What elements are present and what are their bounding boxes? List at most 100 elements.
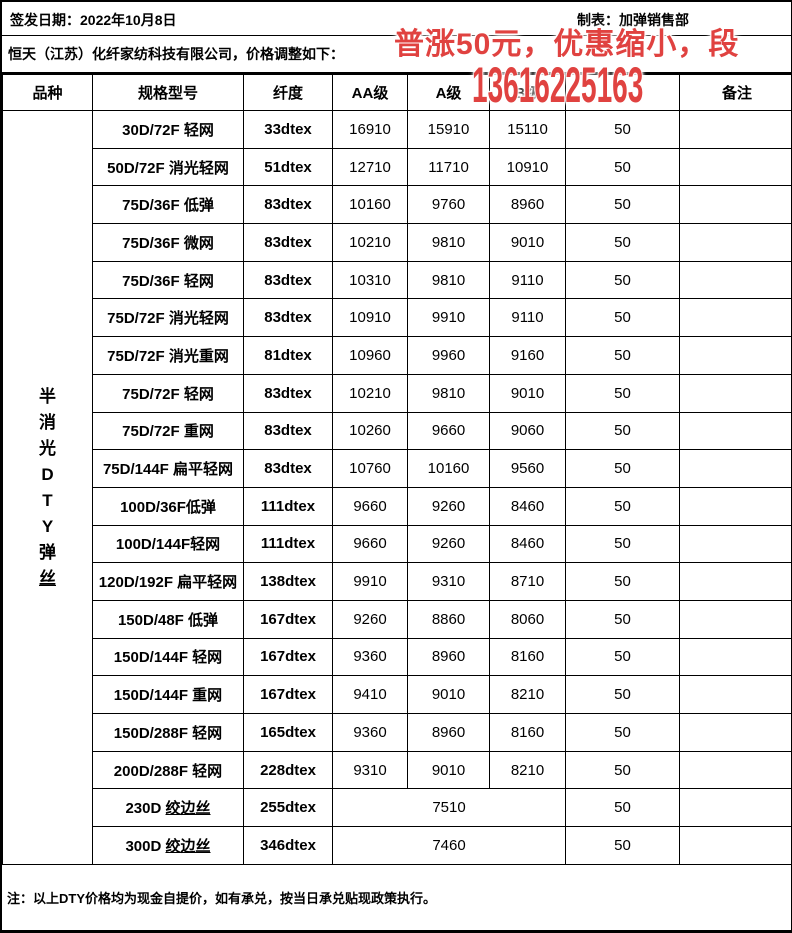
price-aa-cell: 9910 <box>332 562 408 601</box>
price-b-cell: 8210 <box>489 750 566 790</box>
table-row: 半消光 D T Y 弹丝 30D/72F 轻网 33dtex 16910 15910 15110 5… <box>2 110 791 865</box>
adjustment-cell: 50 <box>565 185 680 225</box>
price-aa-cell: 9660 <box>332 524 408 564</box>
price-a-cell: 9260 <box>407 524 490 564</box>
merged-price-cell: 7460 <box>332 826 566 865</box>
category-char: T <box>42 490 53 510</box>
table-body: 半消光 D T Y 弹丝 30D/72F 轻网 33dtex 16910 15910 15110 5… <box>2 110 791 865</box>
price-a-cell: 9010 <box>407 675 490 714</box>
spec-cell: 200D/288F 轻网 <box>92 750 244 790</box>
table-row: 75D/72F 消光轻网 83dtex 10910 9910 9110 50 <box>3 298 791 338</box>
spec-cell: 150D/288F 轻网 <box>92 713 244 752</box>
table-row: 75D/72F 消光重网 81dtex 10960 9960 9160 50 <box>3 336 791 375</box>
issue-date: 签发日期：2022年10月8日 <box>10 12 177 28</box>
table-row: 120D/192F 扁平轻网 138dtex 9910 9310 8710 50 <box>3 562 791 601</box>
price-aa-cell: 16910 <box>332 110 408 149</box>
col-header-category: 品种 <box>2 73 93 111</box>
spec-text-underlined: 绞边丝 <box>165 837 211 855</box>
spec-text: 75D/72F 轻网 <box>122 385 214 403</box>
spec-cell: 50D/72F 消光轻网 <box>92 147 244 187</box>
denier-cell: 83dtex <box>243 411 333 451</box>
price-a-cell: 9910 <box>407 298 490 338</box>
denier-cell: 83dtex <box>243 298 333 338</box>
spec-text: 75D/72F 重网 <box>122 423 214 441</box>
price-aa-cell: 10210 <box>332 223 408 262</box>
spec-text: 200D/288F 轻网 <box>113 762 223 780</box>
table-row: 75D/36F 低弹 83dtex 10160 9760 8960 50 <box>3 185 791 225</box>
category-char: 丝 <box>39 568 56 588</box>
company-line-text: 恒天（江苏）化纤家纺科技有限公司，价格调整如下： <box>8 46 344 62</box>
spec-cell: 300D 绞边丝 <box>92 826 244 865</box>
price-b-cell: 8210 <box>489 675 566 714</box>
col-header-spec: 规格型号 <box>92 73 244 111</box>
remark-cell <box>679 260 791 300</box>
spec-cell: 75D/72F 消光重网 <box>92 336 244 375</box>
spec-text: 150D/144F 重网 <box>113 687 223 705</box>
spec-cell: 100D/144F轻网 <box>92 524 244 564</box>
col-header-grade-b: B级 <box>489 73 566 111</box>
category-char: 消 <box>39 412 56 432</box>
denier-cell: 167dtex <box>243 675 333 714</box>
spec-cell: 75D/72F 消光轻网 <box>92 298 244 338</box>
spec-cell: 150D/144F 重网 <box>92 675 244 714</box>
price-a-cell: 9960 <box>407 336 490 375</box>
spec-text: 50D/72F 消光轻网 <box>107 159 229 177</box>
price-b-cell: 8160 <box>489 713 566 752</box>
price-a-cell: 9310 <box>407 562 490 601</box>
merged-price-cell: 7510 <box>332 788 566 828</box>
category-char: Y <box>41 516 54 536</box>
adjustment-cell: 50 <box>565 675 680 714</box>
spec-text: 100D/144F轻网 <box>115 536 221 554</box>
table-row: 75D/144F 扁平轻网 83dtex 10760 10160 9560 50 <box>3 449 791 488</box>
price-b-cell: 8460 <box>489 524 566 564</box>
table-row: 200D/288F 轻网 228dtex 9310 9010 8210 50 <box>3 750 791 790</box>
spec-cell: 75D/36F 微网 <box>92 223 244 262</box>
remark-cell <box>679 562 791 601</box>
spec-text: 30D/72F 轻网 <box>122 121 214 139</box>
price-aa-cell: 9410 <box>332 675 408 714</box>
price-a-cell: 11710 <box>407 147 490 187</box>
remark-cell <box>679 524 791 564</box>
spec-text: 75D/36F 轻网 <box>122 272 214 290</box>
category-char: D <box>41 464 54 484</box>
price-b-cell: 9110 <box>489 298 566 338</box>
adjustment-cell: 50 <box>565 713 680 752</box>
spec-cell: 230D 绞边丝 <box>92 788 244 828</box>
table-row: 75D/72F 重网 83dtex 10260 9660 9060 50 <box>3 411 791 451</box>
denier-cell: 83dtex <box>243 449 333 488</box>
adjustment-cell: 50 <box>565 223 680 262</box>
adjustment-cell: 50 <box>565 260 680 300</box>
price-aa-cell: 9660 <box>332 486 408 526</box>
spec-text: 120D/192F 扁平轻网 <box>98 574 238 592</box>
denier-cell: 83dtex <box>243 185 333 225</box>
price-aa-cell: 12710 <box>332 147 408 187</box>
spec-text: 75D/72F 消光轻网 <box>107 310 229 328</box>
price-a-cell: 9660 <box>407 411 490 451</box>
price-aa-cell: 9360 <box>332 637 408 677</box>
denier-cell: 165dtex <box>243 713 333 752</box>
spec-text: 150D/288F 轻网 <box>113 724 223 742</box>
price-a-cell: 9010 <box>407 750 490 790</box>
spec-cell: 75D/36F 轻网 <box>92 260 244 300</box>
price-b-cell: 8460 <box>489 486 566 526</box>
table-row: 75D/72F 轻网 83dtex 10210 9810 9010 50 <box>3 373 791 413</box>
price-b-cell: 9010 <box>489 373 566 413</box>
price-aa-cell: 9260 <box>332 599 408 639</box>
spec-cell: 30D/72F 轻网 <box>92 110 244 149</box>
denier-cell: 81dtex <box>243 336 333 375</box>
denier-cell: 138dtex <box>243 562 333 601</box>
footnote-bar: 注：以上DTY价格均为现金自提价，如有承兑，按当日承兑贴现政策执行。 <box>2 865 791 930</box>
price-table: 品种 规格型号 纤度 AA级 A级 B级 备注 半消光 D T Y 弹丝 30D/72F … <box>2 72 791 865</box>
spec-text-underlined: 绞边丝 <box>165 800 211 818</box>
spec-cell: 75D/72F 重网 <box>92 411 244 451</box>
spec-cell: 75D/72F 轻网 <box>92 373 244 413</box>
category-char: 光 <box>39 438 56 458</box>
overlay-note-line1: 普涨50元，优惠缩小，段 <box>394 28 740 61</box>
remark-cell <box>679 147 791 187</box>
col-header-grade-aa: AA级 <box>332 73 408 111</box>
spec-cell: 75D/36F 低弹 <box>92 185 244 225</box>
maker-label: 制表：加弹销售部 <box>577 12 689 28</box>
remark-cell <box>679 599 791 639</box>
table-row: 150D/144F 轻网 167dtex 9360 8960 8160 50 <box>3 637 791 677</box>
